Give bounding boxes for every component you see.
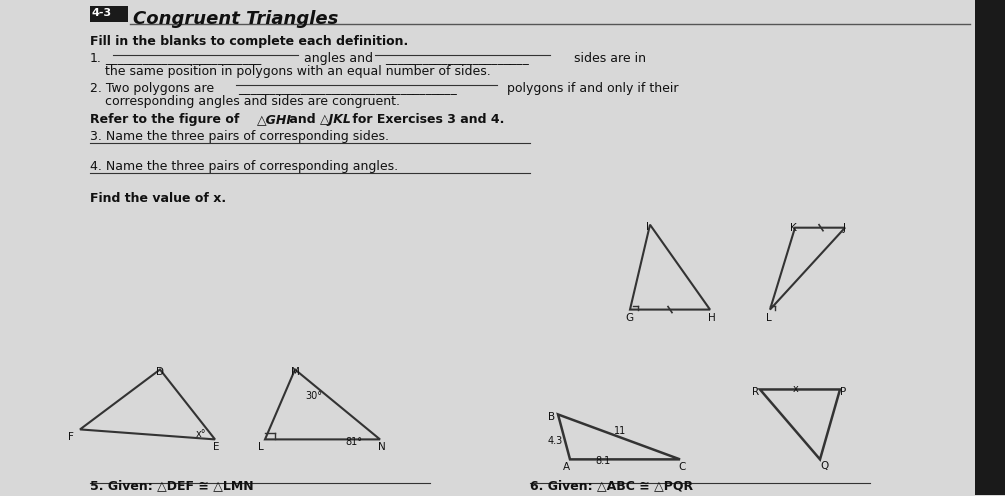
Text: M: M — [291, 368, 299, 377]
Text: corresponding angles and sides are congruent.: corresponding angles and sides are congr… — [105, 95, 400, 108]
Text: ___________________________________: ___________________________________ — [238, 82, 456, 95]
Text: and: and — [285, 113, 320, 126]
Text: for Exercises 3 and 4.: for Exercises 3 and 4. — [348, 113, 505, 126]
Text: Q: Q — [820, 461, 828, 471]
Text: x: x — [793, 384, 799, 394]
Text: sides are in: sides are in — [570, 52, 646, 65]
Text: E: E — [213, 442, 219, 452]
Text: △JKL: △JKL — [320, 113, 352, 126]
Text: x°: x° — [196, 430, 206, 439]
Text: 1.: 1. — [90, 52, 102, 65]
Text: 2. Two polygons are: 2. Two polygons are — [90, 82, 214, 95]
Text: 11: 11 — [614, 427, 626, 436]
Text: Find the value of x.: Find the value of x. — [90, 192, 226, 205]
Text: △GHI: △GHI — [257, 113, 292, 126]
Text: P: P — [840, 387, 846, 397]
Text: L: L — [766, 312, 772, 322]
Text: H: H — [708, 312, 716, 322]
Text: Fill in the blanks to complete each definition.: Fill in the blanks to complete each defi… — [90, 35, 408, 48]
Text: _______________________: _______________________ — [385, 52, 529, 65]
Text: I: I — [646, 222, 649, 232]
Text: _________________________: _________________________ — [105, 52, 261, 65]
Text: A: A — [563, 462, 570, 472]
Text: 5. Given: △DEF ≅ △LMN: 5. Given: △DEF ≅ △LMN — [90, 479, 253, 493]
Text: C: C — [678, 462, 685, 472]
Text: 4. Name the three pairs of corresponding angles.: 4. Name the three pairs of corresponding… — [90, 160, 398, 173]
Text: R: R — [752, 387, 759, 397]
Text: Congruent Triangles: Congruent Triangles — [133, 10, 339, 28]
Text: 8.1: 8.1 — [595, 456, 610, 466]
Text: L: L — [258, 442, 263, 452]
Text: F: F — [68, 433, 74, 442]
Text: 4.3: 4.3 — [548, 436, 563, 446]
Text: polygons if and only if their: polygons if and only if their — [502, 82, 678, 95]
Text: angles and: angles and — [300, 52, 377, 65]
Text: 81°: 81° — [345, 437, 362, 447]
Text: 3. Name the three pairs of corresponding sides.: 3. Name the three pairs of corresponding… — [90, 130, 389, 143]
FancyBboxPatch shape — [90, 6, 128, 22]
Text: 30°: 30° — [305, 391, 322, 401]
Text: 6. Given: △ABC ≅ △PQR: 6. Given: △ABC ≅ △PQR — [530, 479, 693, 493]
Text: K: K — [790, 223, 797, 233]
Text: Refer to the figure of: Refer to the figure of — [90, 113, 244, 126]
Text: the same position in polygons with an equal number of sides.: the same position in polygons with an eq… — [105, 65, 490, 78]
Text: D: D — [156, 368, 164, 377]
Text: B: B — [548, 413, 555, 423]
FancyBboxPatch shape — [975, 0, 1005, 496]
Text: 4-3: 4-3 — [91, 8, 112, 18]
Text: G: G — [625, 312, 633, 322]
Text: J: J — [843, 223, 846, 233]
Text: N: N — [378, 442, 386, 452]
